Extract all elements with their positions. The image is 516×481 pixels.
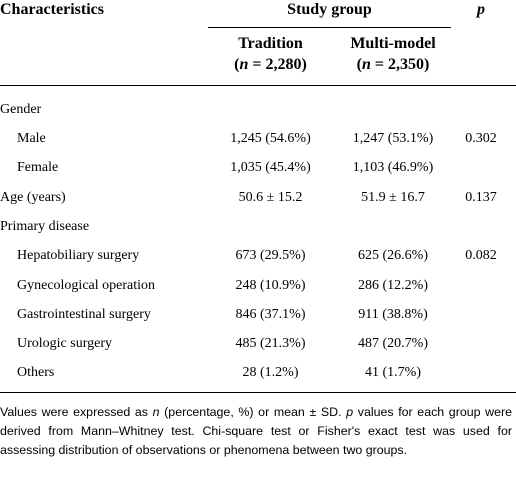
footnote-text: Values were expressed as (0, 405, 153, 419)
row-tradition-value: 28 (1.2%) (242, 365, 299, 380)
row-label: Urologic surgery (17, 336, 112, 351)
row-tradition-value: 485 (21.3%) (235, 336, 306, 351)
row-tradition-value: 248 (10.9%) (235, 278, 306, 293)
row-multimodel-value: 625 (26.6%) (358, 248, 428, 263)
footnote-n-symbol: n (152, 405, 160, 419)
row-tradition-value: 1,245 (54.6%) (230, 131, 311, 146)
row-label: Hepatobiliary surgery (17, 248, 140, 263)
table-bottom-rule (0, 392, 516, 393)
row-p-value: 0.137 (465, 190, 497, 205)
multimodel-n-symbol: n (361, 56, 371, 73)
row-label: Others (17, 365, 55, 380)
row-tradition-value: 50.6 ± 15.2 (238, 190, 303, 205)
row-multimodel-value: 51.9 ± 16.7 (361, 190, 425, 205)
row-label: Gynecological operation (17, 278, 156, 293)
header-characteristics: Characteristics (0, 1, 104, 18)
header-multimodel: Multi-model (350, 35, 436, 52)
row-p-value: 0.082 (465, 248, 497, 263)
header-p: p (477, 1, 485, 18)
header-tradition: Tradition (238, 35, 303, 52)
row-tradition-value: 673 (29.5%) (235, 248, 306, 263)
table-footnote: Values were expressed as n (percentage, … (0, 403, 512, 460)
tradition-n-symbol: n (239, 56, 249, 73)
row-multimodel-value: 1,103 (46.9%) (352, 160, 434, 175)
row-multimodel-value: 1,247 (53.1%) (352, 131, 434, 146)
row-p-value: 0.302 (465, 131, 497, 146)
header-tradition-n: (n = 2,280) (208, 55, 333, 75)
multimodel-open-paren: ( (356, 56, 362, 73)
row-tradition-value: 1,035 (45.4%) (230, 160, 311, 175)
row-label: Primary disease (0, 219, 90, 234)
tradition-open-paren: ( (234, 56, 240, 73)
tradition-n-value: = 2,280) (248, 56, 307, 73)
header-subrule (208, 27, 451, 28)
row-tradition-value: 846 (37.1%) (235, 307, 306, 322)
header-multimodel-n: (n = 2,350) (333, 55, 453, 75)
row-multimodel-value: 487 (20.7%) (358, 336, 428, 351)
row-multimodel-value: 41 (1.7%) (365, 365, 421, 380)
row-label: Male (17, 131, 46, 146)
row-multimodel-value: 911 (38.8%) (358, 307, 428, 322)
footnote-p-symbol: p (346, 405, 354, 419)
multimodel-n-value: = 2,350) (370, 56, 430, 73)
header-study-group: Study group (287, 1, 372, 18)
row-label: Age (years) (0, 190, 66, 205)
footnote-text: (percentage, %) or mean ± SD. (159, 405, 347, 419)
row-label: Female (17, 160, 59, 175)
row-multimodel-value: 286 (12.2%) (358, 278, 428, 293)
row-label: Gender (0, 102, 42, 117)
footnote-text: values for each group were derived from … (0, 405, 512, 457)
row-label: Gastrointestinal surgery (17, 307, 151, 322)
header-bottom-rule (0, 85, 516, 86)
